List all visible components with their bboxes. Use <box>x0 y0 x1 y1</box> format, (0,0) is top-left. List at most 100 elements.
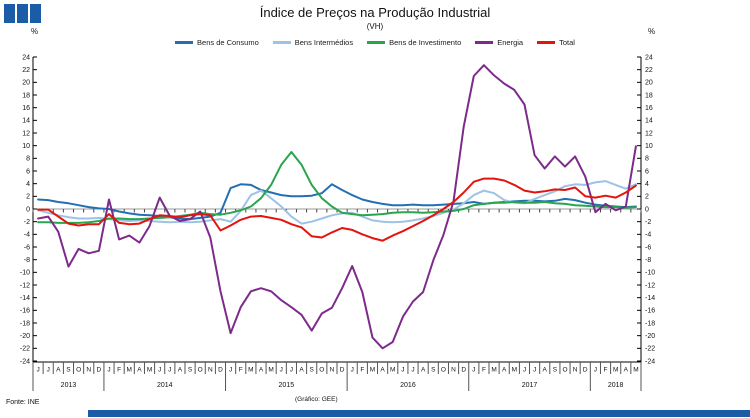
y-tick-label-left: -16 <box>20 308 30 315</box>
month-label: F <box>239 367 243 374</box>
y-tick-label-left: 8 <box>26 156 30 163</box>
y-tick-label-right: 12 <box>645 130 653 137</box>
y-tick-label-right: 2 <box>645 194 649 201</box>
month-label: J <box>36 367 39 374</box>
legend-label: Total <box>559 38 575 47</box>
month-label: S <box>431 367 436 374</box>
month-label: F <box>360 367 364 374</box>
y-tick-label-left: -12 <box>20 282 30 289</box>
month-label: M <box>633 367 638 374</box>
month-label: A <box>502 367 507 374</box>
y-tick-label-left: -24 <box>20 358 30 365</box>
y-tick-label-left: -20 <box>20 333 30 340</box>
legend-item-total: Total <box>537 38 575 47</box>
y-tick-label-right: -20 <box>645 333 655 340</box>
legend-swatch-icon <box>367 41 386 44</box>
y-tick-label-left: 14 <box>22 118 30 125</box>
series-line-total <box>37 177 637 242</box>
y-tick-label-right: 10 <box>645 143 653 150</box>
y-tick-label-right: 22 <box>645 67 653 74</box>
y-tick-label-right: -8 <box>645 257 651 264</box>
month-label: D <box>583 367 588 374</box>
month-label: A <box>380 367 385 374</box>
month-label: N <box>573 367 578 374</box>
legend-label: Energia <box>497 38 524 47</box>
y-tick-label-left: 2 <box>26 194 30 201</box>
y-tick-label-left: 24 <box>22 54 30 61</box>
month-label: N <box>330 367 335 374</box>
gee-logo <box>4 4 41 23</box>
series-line-bens-interm-dios <box>37 180 637 225</box>
series-lines <box>37 64 637 350</box>
legend-label: Bens Intermédios <box>294 38 354 47</box>
chart-title: Índice de Preços na Produção Industrial <box>259 5 491 20</box>
y-tick-label-right: 8 <box>645 156 649 163</box>
y-tick-label-left: 4 <box>26 181 30 188</box>
legend: Bens de Consumo Bens Intermédios Bens de I… <box>0 38 750 47</box>
series-line-energia <box>37 64 637 350</box>
legend-item-energia: Energia <box>475 38 523 47</box>
source-note: Fonte: INE <box>6 399 40 406</box>
month-label: J <box>401 367 404 374</box>
credit-note: (Gráfico: GEE) <box>295 396 338 403</box>
y-tick-label-left: 0 <box>26 206 30 213</box>
month-label: S <box>188 367 193 374</box>
legend-item-bens-interm-dios: Bens Intermédios <box>272 38 354 47</box>
y-tick-label-right: -6 <box>645 244 651 251</box>
year-label: 2017 <box>522 382 538 389</box>
y-tick-label-right: -4 <box>645 232 651 239</box>
y-tick-label-right: 0 <box>645 206 649 213</box>
y-axis-unit-right: % <box>648 27 656 36</box>
month-label: O <box>198 367 203 374</box>
y-axis-unit-left: % <box>31 27 39 36</box>
month-label: M <box>613 367 618 374</box>
y-tick-label-right: 4 <box>645 181 649 188</box>
year-label: 2018 <box>608 382 624 389</box>
y-tick-label-right: 16 <box>645 105 653 112</box>
y-tick-label-left: 18 <box>22 92 30 99</box>
month-label: F <box>482 367 486 374</box>
month-label: M <box>512 367 517 374</box>
month-label: D <box>461 367 466 374</box>
logo-square-icon <box>17 4 28 23</box>
logo-square-icon <box>30 4 41 23</box>
month-label: J <box>107 367 110 374</box>
month-label: A <box>56 367 61 374</box>
legend-swatch-icon <box>272 41 291 44</box>
month-label: O <box>562 367 567 374</box>
y-tick-label-right: -10 <box>645 270 655 277</box>
y-tick-label-left: 10 <box>22 143 30 150</box>
month-label: A <box>178 367 183 374</box>
bottom-bar <box>88 410 750 417</box>
year-label: 2014 <box>157 382 173 389</box>
month-label: N <box>208 367 213 374</box>
month-label: O <box>76 367 81 374</box>
y-tick-label-right: -18 <box>645 320 655 327</box>
y-tick-label-left: -4 <box>24 232 30 239</box>
month-label: S <box>309 367 314 374</box>
y-axis-labels: -24 -24-22 -22-20 -20-18 -18-16 -16-14 -14-12-… <box>20 54 655 365</box>
month-label: A <box>624 367 629 374</box>
y-tick-label-left: -22 <box>20 346 30 353</box>
month-label: J <box>168 367 171 374</box>
y-tick-label-right: -14 <box>645 295 655 302</box>
month-label: M <box>491 367 496 374</box>
legend-swatch-icon <box>537 41 556 44</box>
logo-square-icon <box>4 4 15 23</box>
y-tick-label-left: 22 <box>22 67 30 74</box>
month-label: S <box>553 367 558 374</box>
legend-label: Bens de Consumo <box>197 38 259 47</box>
month-label: J <box>290 367 293 374</box>
month-label: J <box>280 367 283 374</box>
y-tick-label-right: 18 <box>645 92 653 99</box>
legend-swatch-icon <box>175 41 194 44</box>
month-label: M <box>390 367 395 374</box>
month-label: A <box>421 367 426 374</box>
y-tick-label-right: -16 <box>645 308 655 315</box>
series-line-bens-de-consumo <box>37 183 637 221</box>
month-label: O <box>441 367 446 374</box>
year-label: 2013 <box>61 382 77 389</box>
y-tick-label-right: -12 <box>645 282 655 289</box>
month-label: N <box>451 367 456 374</box>
